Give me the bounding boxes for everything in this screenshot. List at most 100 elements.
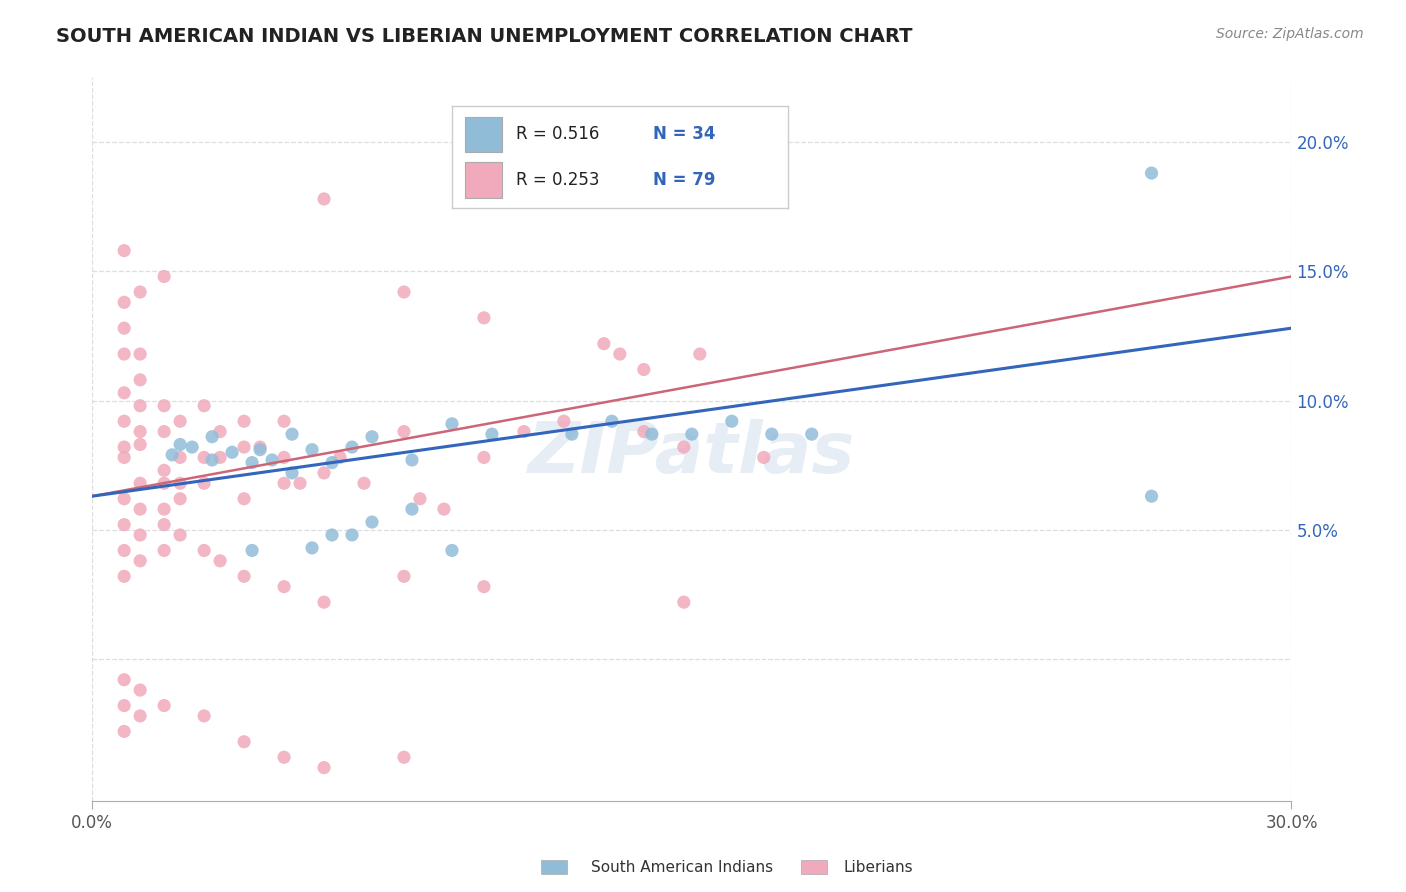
Point <box>600 414 623 428</box>
Point <box>153 502 176 516</box>
Point <box>472 310 495 325</box>
Point <box>153 463 176 477</box>
Point <box>321 456 343 470</box>
Point <box>112 440 135 454</box>
Point <box>169 491 191 506</box>
Point <box>233 440 256 454</box>
Point <box>281 427 304 442</box>
Point <box>112 385 135 400</box>
Text: ZIPatlas: ZIPatlas <box>529 419 855 488</box>
Point <box>153 399 176 413</box>
Point <box>681 427 703 442</box>
Text: Liberians: Liberians <box>844 860 914 874</box>
Point <box>312 761 335 775</box>
Point <box>633 425 655 439</box>
Point <box>1140 166 1163 180</box>
Point <box>273 414 295 428</box>
Point <box>262 453 284 467</box>
Point <box>169 437 191 451</box>
Point <box>169 476 191 491</box>
Point <box>193 476 215 491</box>
Point <box>409 491 432 506</box>
Point <box>201 430 224 444</box>
Point <box>112 244 135 258</box>
Point <box>129 502 152 516</box>
Point <box>153 543 176 558</box>
Point <box>233 414 256 428</box>
Point <box>129 476 152 491</box>
Point <box>361 430 384 444</box>
Text: South American Indians: South American Indians <box>591 860 773 874</box>
Point <box>609 347 631 361</box>
Point <box>129 399 152 413</box>
Point <box>1140 489 1163 503</box>
Point <box>392 750 415 764</box>
Point <box>153 517 176 532</box>
Point <box>288 476 311 491</box>
Point <box>240 456 263 470</box>
Point <box>112 724 135 739</box>
Point <box>169 414 191 428</box>
Point <box>472 580 495 594</box>
Point <box>592 336 614 351</box>
Point <box>273 580 295 594</box>
Point <box>221 445 243 459</box>
Point <box>672 595 695 609</box>
Point <box>209 554 232 568</box>
Point <box>752 450 775 465</box>
Point <box>112 698 135 713</box>
Point <box>112 414 135 428</box>
Point <box>800 427 823 442</box>
Point <box>233 569 256 583</box>
Point <box>340 440 363 454</box>
Point <box>193 543 215 558</box>
Point <box>112 321 135 335</box>
Point <box>129 709 152 723</box>
Point <box>433 502 456 516</box>
Point <box>392 569 415 583</box>
Point <box>513 425 536 439</box>
Point <box>553 414 575 428</box>
Point <box>160 448 183 462</box>
Point <box>129 425 152 439</box>
Point <box>240 543 263 558</box>
Point <box>340 528 363 542</box>
Point <box>209 425 232 439</box>
Point <box>112 543 135 558</box>
Point <box>153 476 176 491</box>
Point <box>761 427 783 442</box>
Point <box>440 417 463 431</box>
Point <box>169 528 191 542</box>
Point <box>720 414 742 428</box>
Point <box>233 735 256 749</box>
Point <box>193 399 215 413</box>
Point <box>321 528 343 542</box>
Point <box>193 709 215 723</box>
Point <box>129 528 152 542</box>
Point <box>312 595 335 609</box>
Point <box>440 543 463 558</box>
Point <box>633 362 655 376</box>
Point <box>312 466 335 480</box>
Point <box>641 427 664 442</box>
Point <box>273 450 295 465</box>
Point <box>401 453 423 467</box>
Point <box>392 425 415 439</box>
Text: Source: ZipAtlas.com: Source: ZipAtlas.com <box>1216 27 1364 41</box>
Point <box>112 450 135 465</box>
Point <box>281 466 304 480</box>
Point <box>153 425 176 439</box>
Point <box>129 285 152 299</box>
Point <box>233 491 256 506</box>
Point <box>112 295 135 310</box>
Point <box>273 476 295 491</box>
Point <box>361 515 384 529</box>
Point <box>249 442 271 457</box>
Point <box>129 683 152 698</box>
Point <box>561 427 583 442</box>
Point <box>273 750 295 764</box>
Point <box>392 285 415 299</box>
Point <box>153 698 176 713</box>
Text: SOUTH AMERICAN INDIAN VS LIBERIAN UNEMPLOYMENT CORRELATION CHART: SOUTH AMERICAN INDIAN VS LIBERIAN UNEMPL… <box>56 27 912 45</box>
Point <box>301 541 323 555</box>
